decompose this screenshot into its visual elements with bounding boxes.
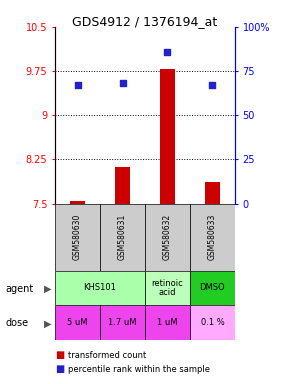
Text: 0.1 %: 0.1 % <box>201 318 224 327</box>
Point <box>210 82 215 88</box>
Bar <box>190 204 235 271</box>
Text: GSM580632: GSM580632 <box>163 214 172 260</box>
Point <box>75 82 80 88</box>
Bar <box>70 201 86 204</box>
Bar <box>145 305 190 340</box>
Text: GDS4912 / 1376194_at: GDS4912 / 1376194_at <box>72 15 218 28</box>
Text: KHS101: KHS101 <box>84 283 117 293</box>
Text: ■: ■ <box>55 364 64 374</box>
Text: 1 uM: 1 uM <box>157 318 178 327</box>
Text: ▶: ▶ <box>44 284 52 294</box>
Text: agent: agent <box>6 284 34 294</box>
Bar <box>55 271 145 305</box>
Text: DMSO: DMSO <box>200 283 225 293</box>
Bar <box>145 204 190 271</box>
Bar <box>100 204 145 271</box>
Text: ■: ■ <box>55 350 64 360</box>
Text: 5 uM: 5 uM <box>67 318 88 327</box>
Text: ▶: ▶ <box>44 318 52 328</box>
Text: GSM580633: GSM580633 <box>208 214 217 260</box>
Text: GSM580631: GSM580631 <box>118 214 127 260</box>
Point <box>120 80 125 86</box>
Point <box>165 48 170 55</box>
Text: GSM580630: GSM580630 <box>73 214 82 260</box>
Text: retinoic
acid: retinoic acid <box>152 279 183 297</box>
Bar <box>100 305 145 340</box>
Bar <box>204 182 220 204</box>
Text: percentile rank within the sample: percentile rank within the sample <box>68 365 210 374</box>
Bar <box>145 271 190 305</box>
Bar <box>190 271 235 305</box>
Bar <box>190 305 235 340</box>
Bar <box>55 305 100 340</box>
Text: 1.7 uM: 1.7 uM <box>108 318 137 327</box>
Bar <box>115 167 130 204</box>
Bar <box>160 69 175 204</box>
Text: dose: dose <box>6 318 29 328</box>
Bar <box>55 204 100 271</box>
Text: transformed count: transformed count <box>68 351 146 360</box>
